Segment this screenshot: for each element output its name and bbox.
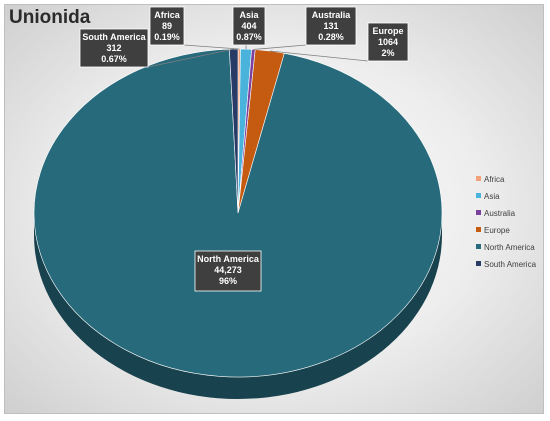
leader-line-australia xyxy=(253,44,307,50)
leader-line-africa xyxy=(183,44,240,50)
data-label-box-north-america xyxy=(194,250,262,292)
legend-label-south-america: South America xyxy=(484,260,537,269)
legend-label-asia: Asia xyxy=(484,192,500,201)
data-label-value-south-america: 312 xyxy=(106,43,121,53)
data-label-percent-north-america: 96% xyxy=(219,276,237,286)
data-label-percent-south-america: 0.67% xyxy=(101,54,127,64)
chart-title: Unionida xyxy=(9,7,91,28)
leader-line-europe xyxy=(269,50,369,62)
leader-lines-layer xyxy=(147,44,369,68)
legend: Africa Asia Australia Europe North America So… xyxy=(476,175,537,269)
data-label-box-asia xyxy=(232,6,266,46)
legend-label-australia: Australia xyxy=(484,209,516,218)
data-label-name-asia: Asia xyxy=(239,10,259,20)
pie-slices-layer xyxy=(33,48,443,378)
legend-swatch-australia xyxy=(476,210,481,215)
legend-swatch-africa xyxy=(476,176,481,181)
data-label-box-australia xyxy=(305,6,357,46)
data-label-percent-asia: 0.87% xyxy=(236,32,262,42)
data-label-percent-australia: 0.28% xyxy=(318,32,344,42)
pie-slice-north-america xyxy=(33,48,443,378)
data-label-name-south-america: South America xyxy=(82,32,146,42)
legend-swatch-south-america xyxy=(476,261,481,266)
data-label-box-africa xyxy=(149,6,185,46)
data-label-value-north-america: 44,273 xyxy=(214,265,242,275)
data-label-percent-europe: 2% xyxy=(381,48,394,58)
data-label-name-australia: Australia xyxy=(312,10,352,20)
data-label-value-asia: 404 xyxy=(241,21,256,31)
data-label-box-europe xyxy=(367,22,409,62)
chart-area: Unionida Africa 89 0.19% Asia 404 0.87% Austra… xyxy=(4,4,544,414)
pie-chart: Africa890.19%Asia4040.87%Australia1310.2… xyxy=(33,6,537,399)
data-label-percent-africa: 0.19% xyxy=(154,32,180,42)
leader-line-south-america xyxy=(147,48,234,68)
legend-label-europe: Europe xyxy=(484,226,510,235)
data-label-name-europe: Europe xyxy=(372,26,403,36)
data-label-value-australia: 131 xyxy=(323,21,338,31)
data-label-box-south-america xyxy=(79,28,149,68)
data-label-value-europe: 1064 xyxy=(378,37,398,47)
legend-swatch-north-america xyxy=(476,244,481,249)
data-label-value-africa: 89 xyxy=(162,21,172,31)
legend-swatch-europe xyxy=(476,227,481,232)
data-label-name-africa: Africa xyxy=(154,10,181,20)
legend-swatch-asia xyxy=(476,193,481,198)
legend-label-africa: Africa xyxy=(484,175,505,184)
data-label-name-north-america: North America xyxy=(197,254,260,264)
legend-label-north-america: North America xyxy=(484,243,535,252)
